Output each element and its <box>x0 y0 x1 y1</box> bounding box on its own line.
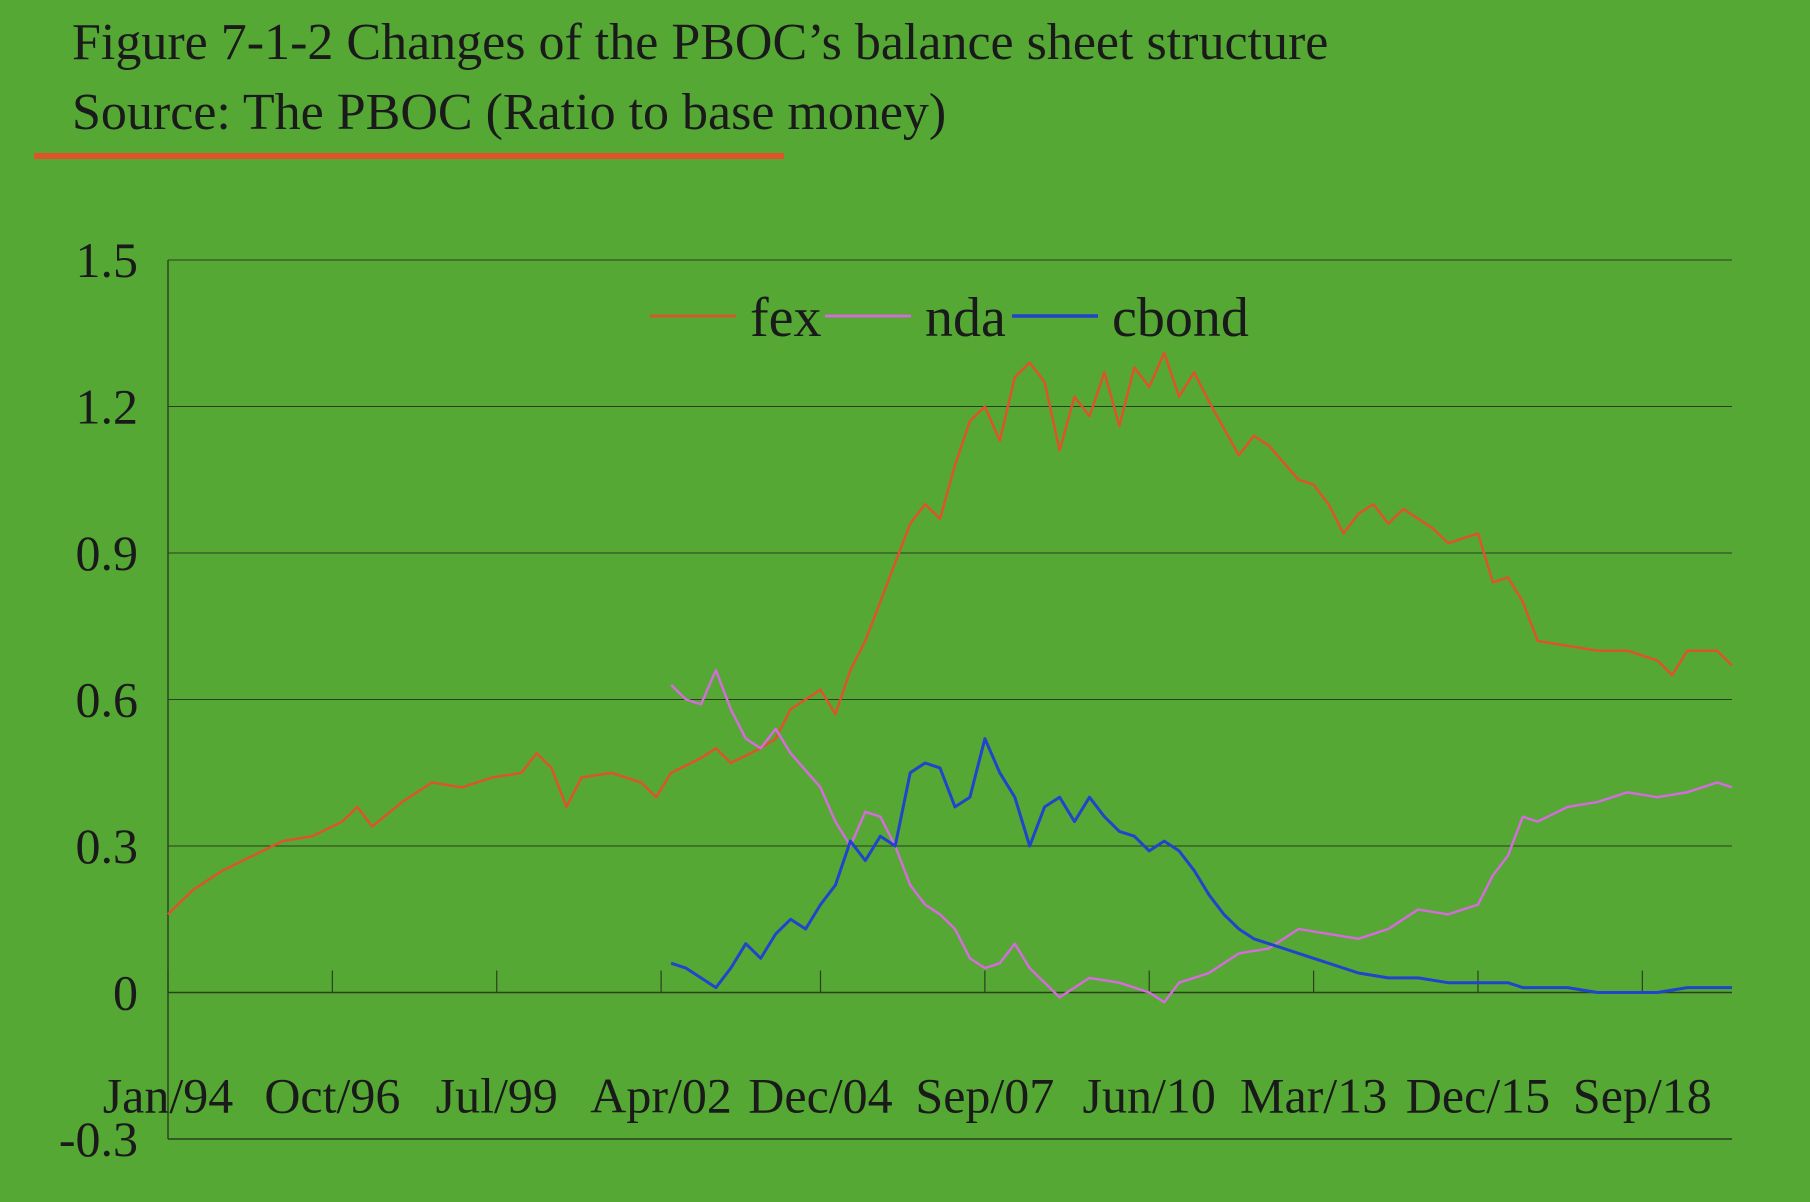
x-axis-ticks: Jan/94 Oct/96 Jul/99 Apr/02 Dec/04 Sep/07 Jun/… <box>103 970 1712 1124</box>
y-tick-label: -0.3 <box>59 1111 138 1167</box>
series-lines <box>167 351 1733 1004</box>
chart-title: Figure 7-1-2 Changes of the PBOC’s balan… <box>72 14 1329 71</box>
y-tick-label: 1.2 <box>76 379 139 435</box>
x-tick-label: Apr/02 <box>590 1068 732 1124</box>
x-tick-label: Mar/13 <box>1240 1068 1387 1124</box>
legend: fex nda cbond <box>650 287 1249 349</box>
chart-subtitle: Source: The PBOC (Ratio to base money) <box>72 84 947 141</box>
legend-label-nda: nda <box>925 287 1006 349</box>
y-tick-label: 0.9 <box>76 525 139 581</box>
y-tick-label: 0.3 <box>76 818 139 874</box>
axes <box>167 260 1732 1140</box>
y-axis-tick-labels: 1.5 1.2 0.9 0.6 0.3 0 -0.3 <box>59 232 138 1167</box>
series-line-fex <box>167 351 1733 916</box>
x-tick-label: Dec/15 <box>1406 1068 1550 1124</box>
y-tick-label: 1.5 <box>76 232 139 288</box>
grid-lines <box>168 259 1732 994</box>
legend-label-fex: fex <box>750 287 822 349</box>
x-tick-label: Jul/99 <box>436 1068 558 1124</box>
y-tick-label: 0 <box>113 965 138 1021</box>
series-line-nda <box>670 669 1733 1004</box>
chart-title-block: Figure 7-1-2 Changes of the PBOC’s balan… <box>72 8 1328 148</box>
x-tick-label: Dec/04 <box>748 1068 892 1124</box>
x-tick-label: Sep/07 <box>915 1068 1054 1124</box>
x-tick-label: Jun/10 <box>1083 1068 1216 1124</box>
y-tick-label: 0.6 <box>76 672 139 728</box>
series-line-cbond <box>670 737 1732 994</box>
x-tick-label: Oct/96 <box>264 1068 400 1124</box>
legend-label-cbond: cbond <box>1112 287 1249 349</box>
x-tick-label: Sep/18 <box>1573 1068 1712 1124</box>
title-underline <box>34 153 784 159</box>
